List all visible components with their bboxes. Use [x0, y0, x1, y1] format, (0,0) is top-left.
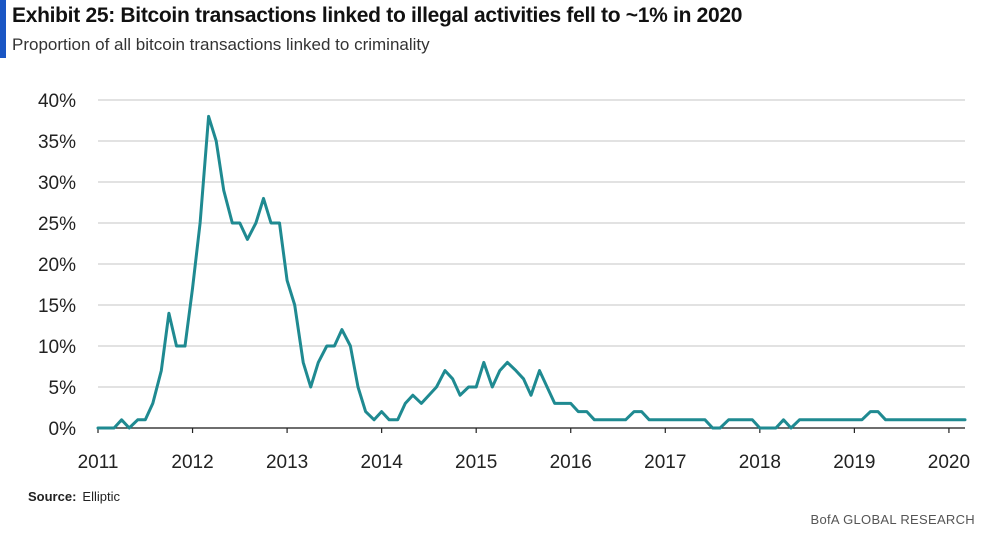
grid-lines: [98, 99, 965, 429]
x-tick-label: 2012: [171, 452, 213, 473]
x-tick-label: 2020: [928, 452, 970, 473]
y-tick-label: 35%: [38, 132, 76, 153]
y-tick-label: 10%: [38, 337, 76, 358]
page-subtitle: Proportion of all bitcoin transactions l…: [12, 35, 430, 54]
y-tick-label: 30%: [38, 173, 76, 194]
x-tick-label: 2014: [361, 452, 404, 473]
x-axis-labels: 2011 2012 2013 2014 2015 2016 2017 2018 2019 2020: [78, 428, 970, 473]
series-group: [96, 114, 967, 430]
x-tick-label: 2017: [644, 452, 686, 473]
x-tick-label: 2016: [550, 452, 592, 473]
y-tick-label: 20%: [38, 255, 76, 276]
x-tick-label: 2013: [266, 452, 308, 473]
y-tick-label: 0%: [49, 419, 77, 440]
source-label: Source:: [28, 489, 77, 504]
x-tick-label: 2015: [455, 452, 497, 473]
accent-bar: [0, 0, 6, 58]
series-line-0: [96, 114, 967, 430]
page-title: Exhibit 25: Bitcoin transactions linked …: [12, 4, 743, 27]
source-value: Elliptic: [82, 489, 120, 504]
source-note: Source: Elliptic: [28, 489, 120, 504]
y-tick-label: 15%: [38, 296, 76, 317]
y-tick-label: 40%: [38, 91, 76, 112]
brand-mark: BofA GLOBAL RESEARCH: [810, 512, 975, 527]
y-tick-label: 25%: [38, 214, 76, 235]
y-axis-labels: 0% 5% 10% 15% 20% 25% 30% 35% 40%: [38, 91, 76, 440]
x-tick-label: 2011: [78, 452, 119, 473]
y-tick-label: 5%: [49, 378, 77, 399]
x-tick-label: 2018: [739, 452, 781, 473]
x-tick-label: 2019: [833, 452, 875, 473]
